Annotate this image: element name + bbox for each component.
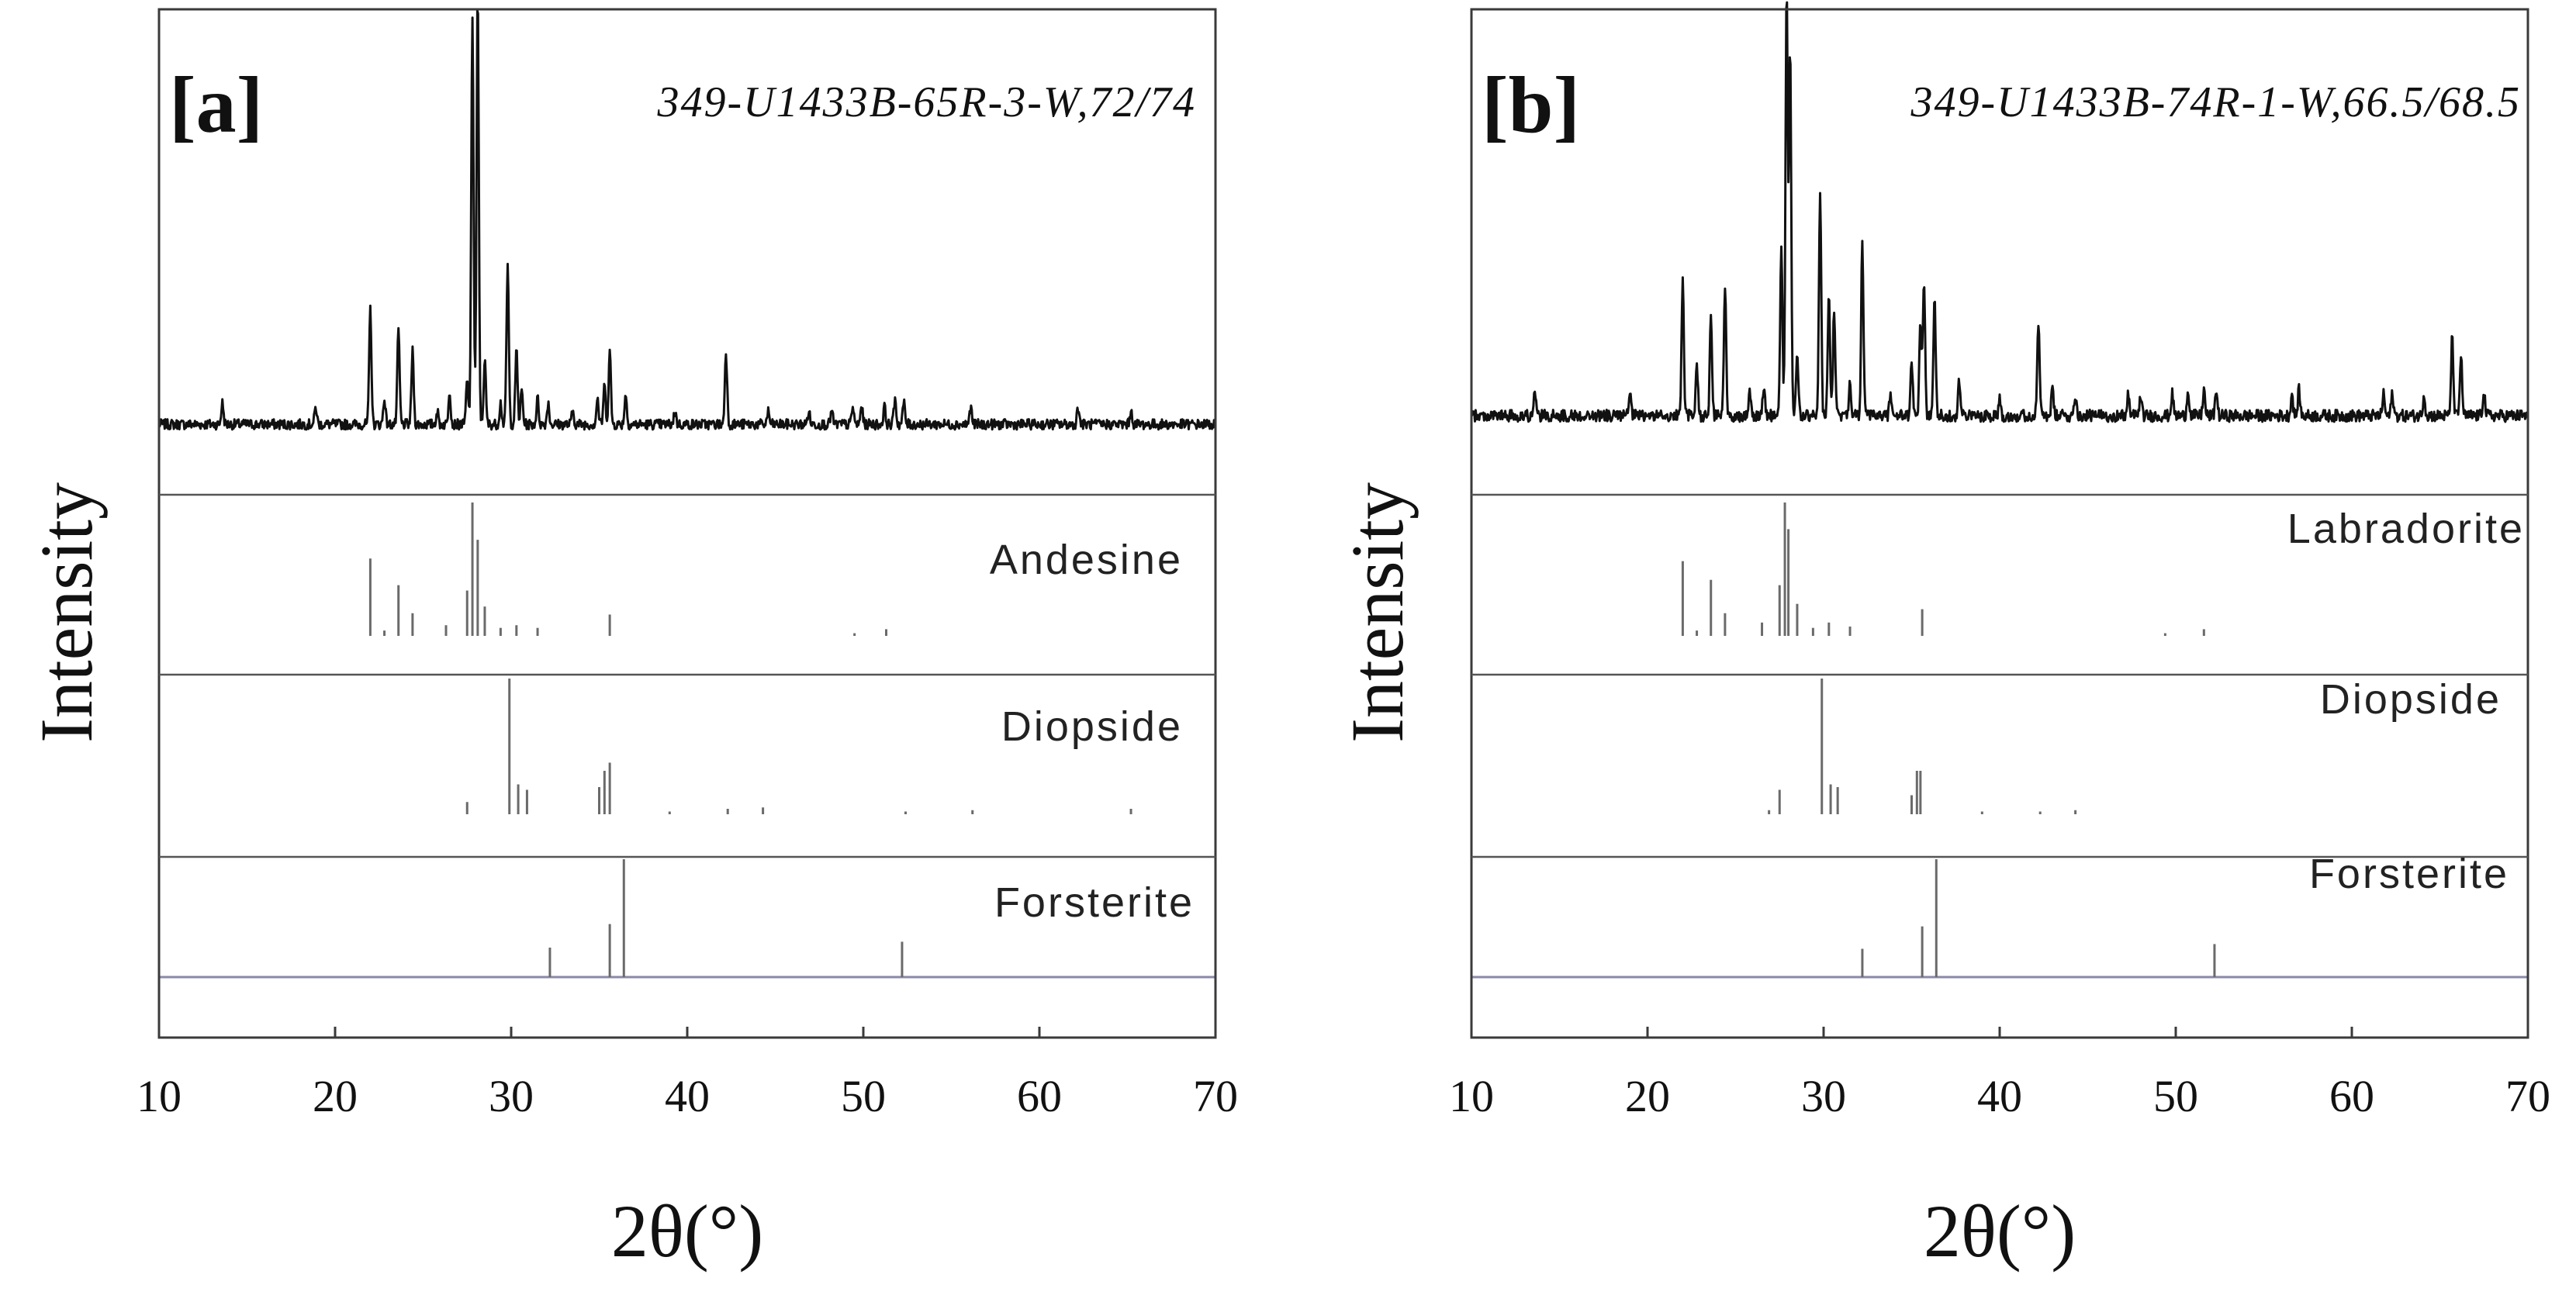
panel-a-xrd-pattern — [157, 9, 1217, 431]
x-tick-label-b-1: 20 — [1625, 1071, 1670, 1121]
x-tick-label-a-3: 40 — [665, 1071, 710, 1121]
reference-andesine-sticks-a — [368, 502, 888, 636]
x-tick-label-b-0: 10 — [1449, 1071, 1494, 1121]
xrd-pattern-line-b — [1470, 1, 2529, 423]
phase-label-diopside-a: Diopside — [1001, 703, 1183, 750]
x-axis-a: 10 20 30 40 50 60 70 — [137, 1027, 1238, 1121]
x-axis-label-b: 2θ(°) — [1924, 1190, 2076, 1273]
sample-label-a: 349-U1433B-65R-3-W,72/74 — [656, 78, 1196, 126]
x-tick-label-a-2: 30 — [489, 1071, 534, 1121]
y-axis-label-a: Intensity — [25, 482, 108, 743]
x-axis-b: 10 20 30 40 50 60 70 — [1449, 1027, 2550, 1121]
x-tick-label-b-4: 50 — [2153, 1071, 2198, 1121]
x-tick-label-b-5: 60 — [2329, 1071, 2374, 1121]
x-axis-label-a: 2θ(°) — [611, 1190, 763, 1273]
y-axis-label-b: Intensity — [1336, 482, 1419, 743]
phase-label-labradorite: Labradorite — [2287, 506, 2525, 552]
x-tick-label-b-6: 70 — [2505, 1071, 2550, 1121]
x-tick-label-a-0: 10 — [137, 1071, 182, 1121]
panel-label-b: [b] — [1482, 60, 1580, 150]
x-tick-label-a-4: 50 — [841, 1071, 886, 1121]
phase-label-diopside-b: Diopside — [2320, 676, 2502, 723]
reference-forsterite-sticks-b — [1471, 859, 2528, 979]
reference-labradorite-sticks-b — [1681, 502, 2205, 636]
panel-a: Intensity 10 20 30 40 50 60 70 2θ(°) [a] 349-U… — [25, 8, 1238, 1273]
x-tick-label-b-2: 30 — [1801, 1071, 1846, 1121]
xrd-pattern-line-a — [157, 9, 1217, 431]
reference-forsterite-sticks-a — [159, 859, 1215, 979]
x-tick-label-a-5: 60 — [1017, 1071, 1062, 1121]
sample-label-b: 349-U1433B-74R-1-W,66.5/68.5 — [1910, 78, 2521, 126]
panel-b: Intensity 10 20 30 40 50 60 70 2θ(°) [b] 349-U… — [1336, 1, 2550, 1273]
reference-diopside-sticks-a — [465, 679, 1132, 814]
panel-label-a: [a] — [169, 60, 263, 150]
x-tick-label-a-1: 20 — [313, 1071, 358, 1121]
panel-b-xrd-pattern — [1470, 1, 2529, 423]
panel-a-reference-sticks — [159, 502, 1215, 979]
panel-b-reference-sticks — [1471, 502, 2528, 979]
reference-diopside-sticks-b — [1768, 679, 2077, 814]
phase-label-forsterite-b: Forsterite — [2309, 851, 2509, 897]
phase-label-forsterite-a: Forsterite — [994, 879, 1195, 926]
x-tick-label-a-6: 70 — [1193, 1071, 1238, 1121]
phase-label-andesine: Andesine — [990, 537, 1183, 583]
x-tick-label-b-3: 40 — [1977, 1071, 2022, 1121]
